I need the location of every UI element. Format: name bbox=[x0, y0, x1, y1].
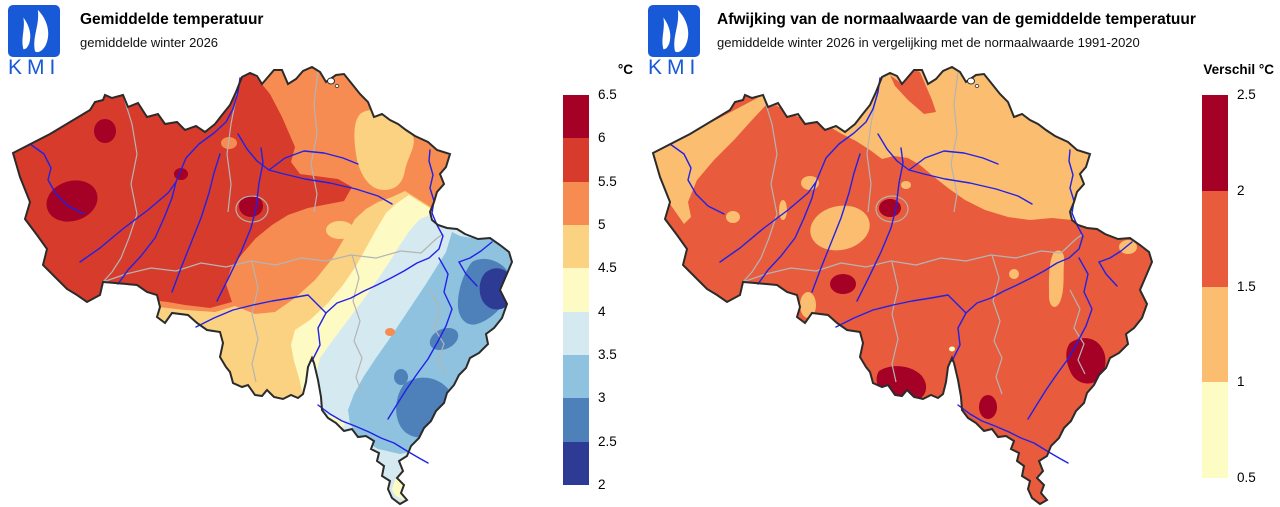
left-legend: 6.5 6 5.5 5 4.5 4 3.5 3 2.5 2 bbox=[563, 87, 617, 492]
temp-zone bbox=[385, 328, 395, 336]
anomaly-zone bbox=[653, 95, 767, 224]
legend-swatch bbox=[563, 181, 589, 225]
anomaly-zone bbox=[1082, 137, 1090, 151]
kmi-logo-left: KMI bbox=[8, 5, 64, 79]
anomaly-zone bbox=[1134, 356, 1140, 362]
anomaly-zone bbox=[1066, 338, 1106, 384]
kmi-logo-icon bbox=[648, 5, 700, 57]
legend-tick-label: 1.5 bbox=[1237, 278, 1256, 294]
legend-tick-label: 3 bbox=[598, 390, 606, 406]
kmi-logo-icon bbox=[8, 5, 60, 57]
temp-zone bbox=[46, 180, 98, 222]
legend-tick-label: 5 bbox=[598, 217, 606, 232]
right-map-title: Afwijking van de normaalwaarde van de ge… bbox=[717, 11, 1196, 28]
anomaly-zone bbox=[1009, 269, 1019, 279]
anomaly-zone bbox=[779, 200, 787, 220]
legend-tick-label: 6.5 bbox=[598, 87, 617, 102]
anomaly-zone bbox=[1046, 489, 1054, 497]
temp-zone bbox=[354, 110, 414, 190]
belgium-maps-canvas bbox=[12, 66, 1153, 505]
legend-swatch bbox=[563, 441, 589, 485]
kmi-logo-shapes bbox=[662, 9, 689, 53]
temp-zone bbox=[394, 369, 408, 385]
legend-swatch bbox=[563, 354, 589, 399]
legend-swatch bbox=[1202, 95, 1228, 191]
temp-zone bbox=[326, 221, 354, 239]
legend-tick-label: 5.5 bbox=[598, 173, 617, 189]
temp-zone bbox=[479, 268, 512, 310]
kmi-wordmark: KMI bbox=[8, 56, 61, 79]
belgium-map-left bbox=[12, 66, 513, 505]
anomaly-zone bbox=[1048, 250, 1065, 307]
anomaly-zone bbox=[879, 199, 901, 217]
legend-swatch bbox=[563, 311, 589, 355]
right-legend: 2.5 2 1.5 1 0.5 bbox=[1202, 87, 1256, 485]
legend-tick-label: 6 bbox=[598, 130, 606, 146]
legend-colorbar bbox=[1202, 95, 1228, 478]
legend-tick-label: 1 bbox=[1237, 374, 1245, 390]
kmi-wordmark: KMI bbox=[648, 56, 701, 79]
legend-swatch bbox=[563, 95, 589, 139]
legend-swatch bbox=[563, 138, 589, 182]
anomaly-zone bbox=[726, 211, 740, 223]
right-legend-title: Verschil °C bbox=[1203, 62, 1274, 77]
legend-tick-label: 3.5 bbox=[598, 347, 617, 362]
legend-tick-label: 2.5 bbox=[598, 433, 617, 449]
legend-tick-label: 2 bbox=[598, 477, 606, 492]
kmi-logo-shapes bbox=[22, 9, 49, 53]
anomaly-zone bbox=[901, 181, 911, 189]
right-map-subtitle: gemiddelde winter 2026 in vergelijking m… bbox=[717, 35, 1140, 50]
legend-swatch bbox=[563, 398, 589, 442]
temp-zone bbox=[94, 119, 116, 143]
legend-colorbar bbox=[563, 95, 589, 485]
anomaly-zone bbox=[1119, 240, 1137, 254]
anomaly-zone bbox=[810, 205, 870, 251]
anomaly-zone bbox=[830, 274, 856, 294]
anomaly-zone bbox=[800, 292, 816, 318]
legend-swatch bbox=[563, 224, 589, 269]
legend-tick-label: 4 bbox=[598, 303, 606, 319]
left-map-title: Gemiddelde temperatuur bbox=[80, 11, 264, 28]
anomaly-zone bbox=[1129, 340, 1141, 354]
left-legend-title: °C bbox=[617, 62, 633, 77]
belgium-map-right bbox=[652, 66, 1153, 505]
anomaly-zone bbox=[949, 346, 955, 352]
left-map-subtitle: gemiddelde winter 2026 bbox=[80, 35, 219, 50]
legend-tick-label: 2 bbox=[1237, 182, 1245, 198]
legend-tick-label: 2.5 bbox=[1237, 87, 1256, 102]
legend-swatch bbox=[1202, 190, 1228, 287]
legend-swatch bbox=[1202, 286, 1228, 383]
legend-swatch bbox=[563, 268, 589, 312]
anomaly-zone bbox=[890, 70, 936, 114]
legend-tick-label: 0.5 bbox=[1237, 470, 1256, 485]
legend-tick-label: 4.5 bbox=[598, 260, 617, 276]
anomaly-zone bbox=[979, 395, 997, 419]
legend-swatch bbox=[1202, 382, 1228, 478]
kmi-logo-right: KMI bbox=[648, 5, 704, 79]
